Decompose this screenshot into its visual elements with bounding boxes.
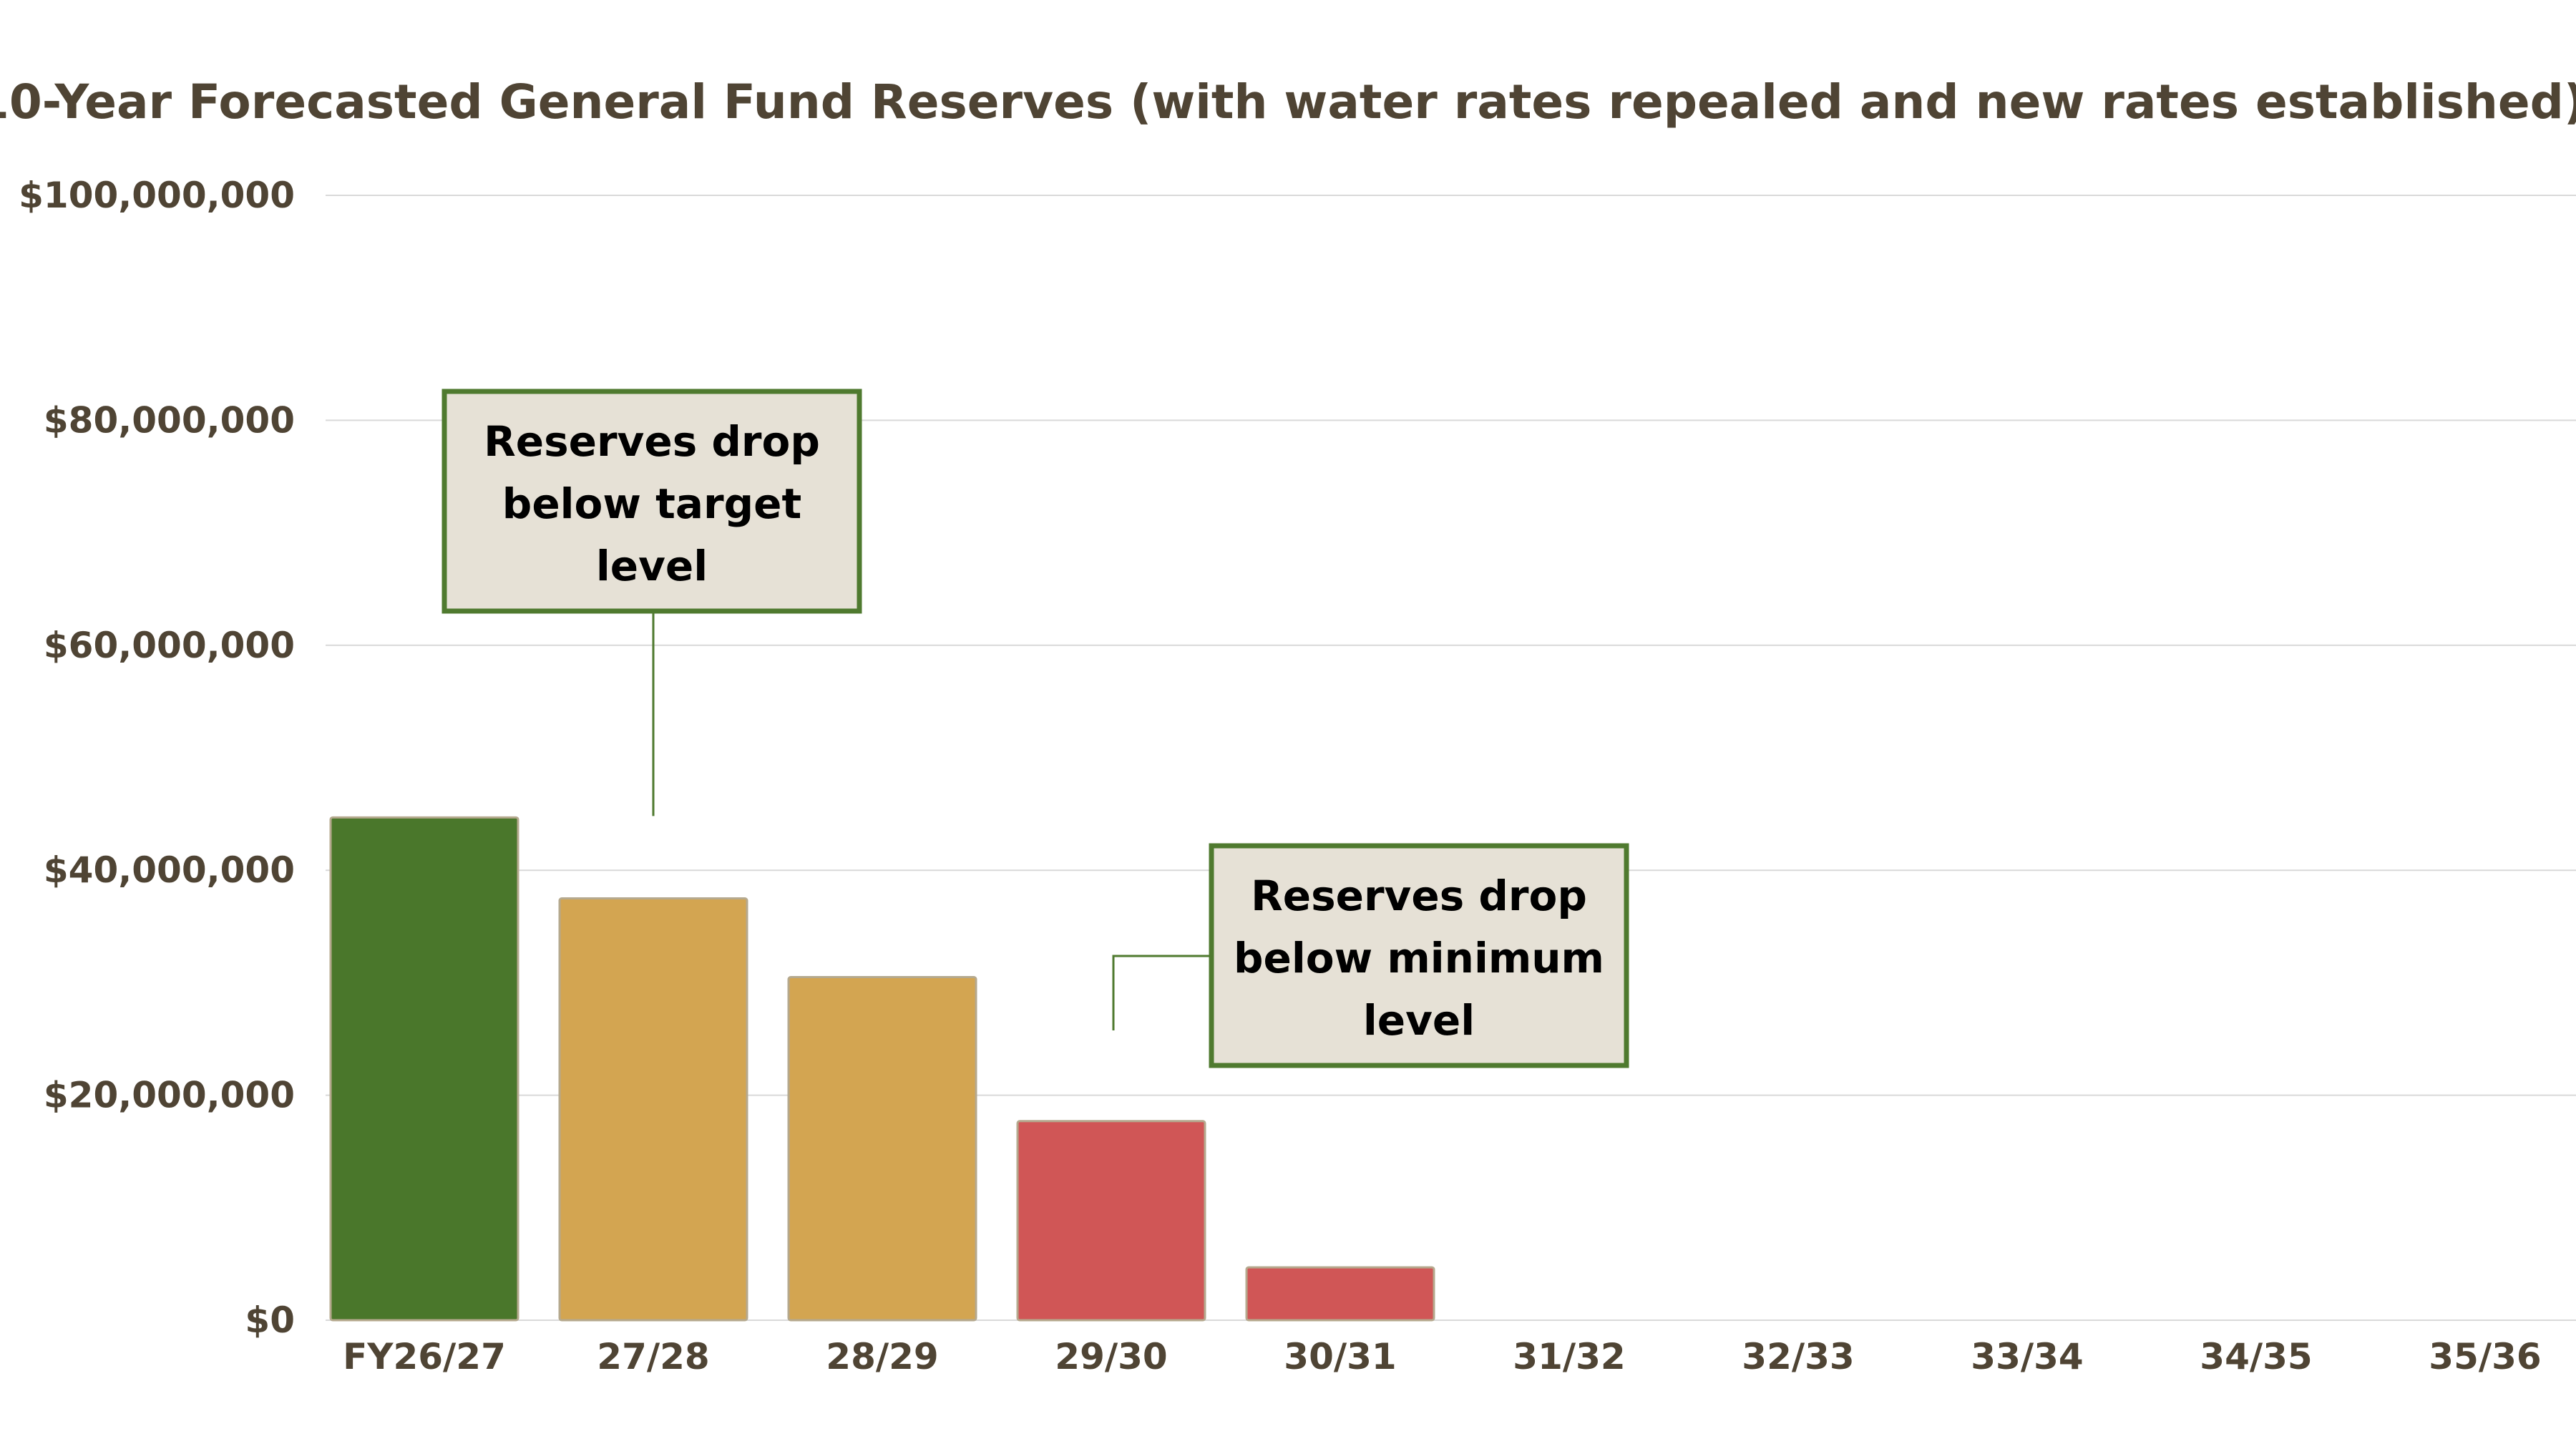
x-tick-label: 27/28 [597,1336,709,1377]
callout-text-line: level [596,542,708,590]
bar-fy26-27 [329,816,519,1322]
y-tick-label: $20,000,000 [44,1075,295,1116]
x-tick-label: 32/33 [1742,1336,1854,1377]
y-tick-label: $100,000,000 [19,175,295,216]
x-tick-label: 33/34 [1971,1336,2083,1377]
callout-text-line: below target [502,479,801,528]
x-tick-label: 28/29 [826,1336,938,1377]
callout-text-line: level [1363,996,1475,1045]
x-tick-label: FY26/27 [343,1336,506,1377]
y-tick-label: $60,000,000 [44,625,295,666]
chart-title: 10-Year Forecasted General Fund Reserves… [0,74,2576,130]
x-axis-ticks: FY26/27 27/28 28/29 29/30 30/31 31/32 32/33 33/… [343,1336,2542,1377]
callout-target-level: Reserves drop below target level [441,389,862,816]
callout-box [1209,843,1629,1068]
bar-29-30 [1016,1120,1206,1322]
callout-text-line: Reserves drop [484,417,820,466]
bar-27-28 [558,897,748,1322]
x-tick-label: 29/30 [1055,1336,1167,1377]
callout-minimum-level: Reserves drop below minimum level [1112,843,1629,1068]
x-tick-label: 30/31 [1284,1336,1396,1377]
y-tick-label: $40,000,000 [44,849,295,891]
x-tick-label: 35/36 [2429,1336,2541,1377]
y-tick-label: $0 [245,1299,295,1341]
y-tick-label: $80,000,000 [44,399,295,441]
bar-28-29 [787,976,977,1322]
x-tick-label: 34/35 [2200,1336,2312,1377]
y-axis-ticks: $0 $20,000,000 $40,000,000 $60,000,000 $80,0… [19,175,295,1341]
bar-30-31 [1245,1266,1435,1322]
callout-text-line: below minimum [1234,934,1604,982]
bars [329,816,1435,1322]
callout-text-line: Reserves drop [1251,872,1587,920]
callout-leader-line [1112,955,1211,1030]
callout-box [441,389,862,614]
x-tick-label: 31/32 [1513,1336,1625,1377]
